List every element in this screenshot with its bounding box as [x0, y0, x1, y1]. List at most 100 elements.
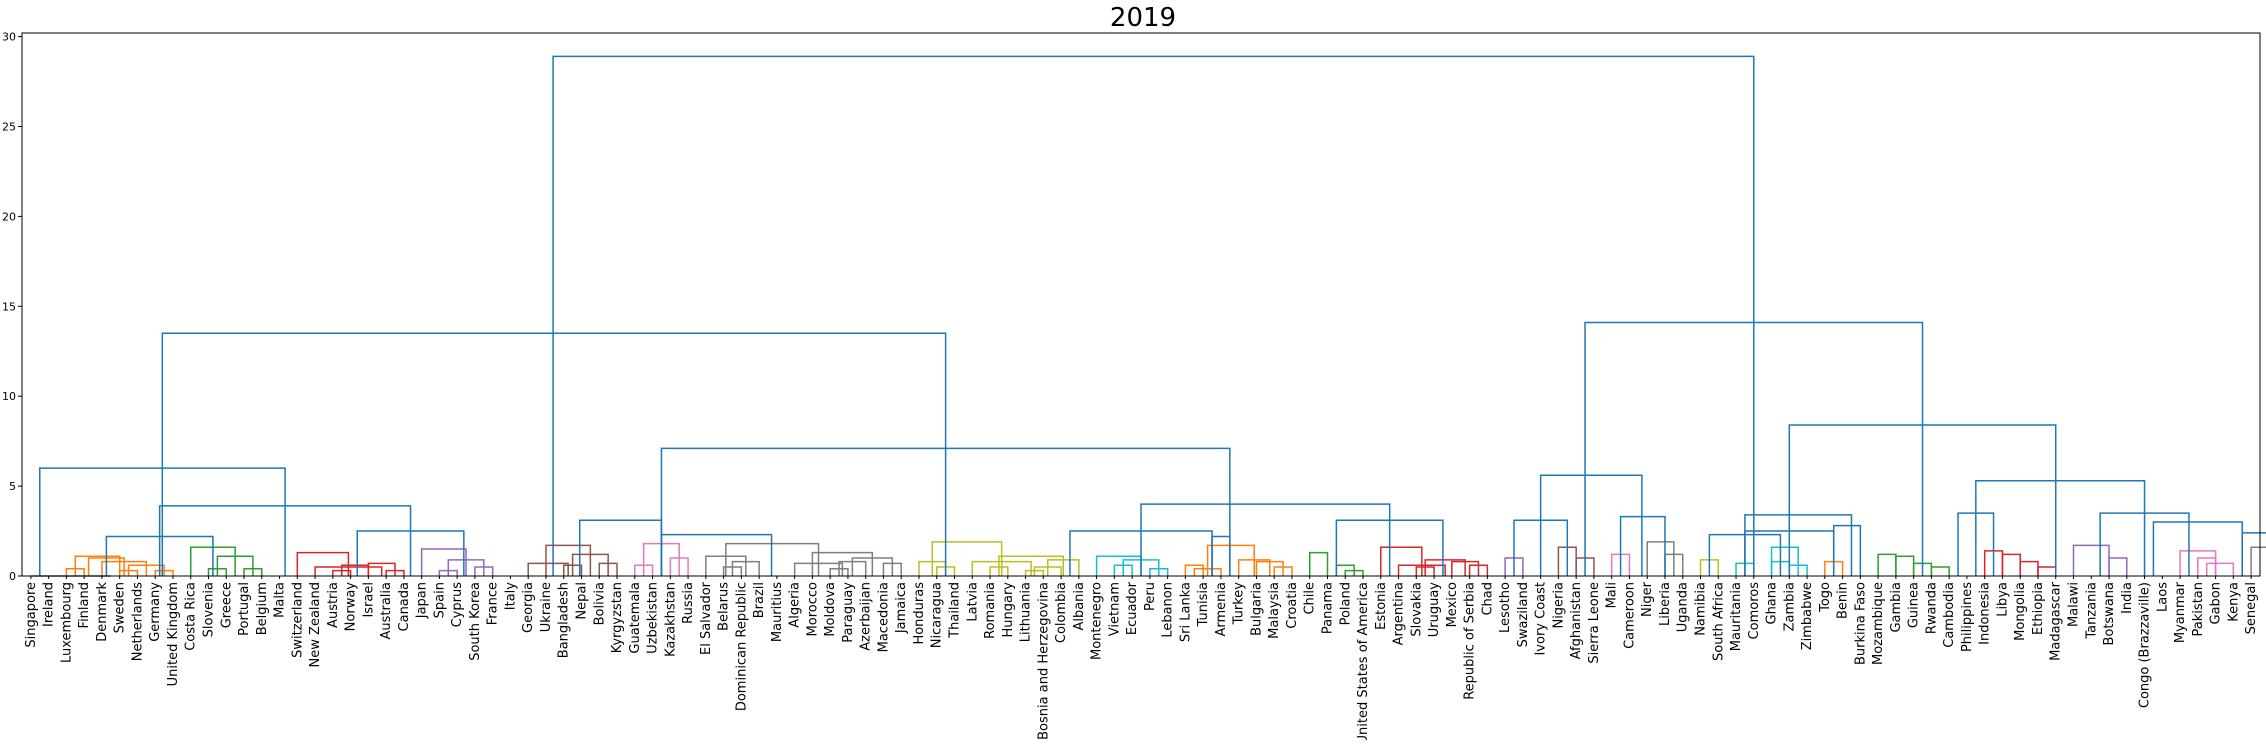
- leaf-label: Uganda: [1676, 582, 1691, 632]
- leaf-label: Republic of Serbia: [1463, 582, 1478, 700]
- leaf-label: Congo (Brazzaville): [2138, 582, 2153, 708]
- y-tick-label: 15: [2, 300, 16, 313]
- leaf-label: Sri Lanka: [1178, 582, 1193, 642]
- dendrogram-link: [296, 551, 350, 576]
- leaf-label: Rwanda: [1924, 582, 1939, 634]
- leaf-label: Denmark: [95, 582, 110, 642]
- leaf-label: Burkina Faso: [1853, 582, 1868, 665]
- leaf-label: Moldova: [823, 582, 838, 637]
- leaf-label: Gambia: [1889, 582, 1904, 633]
- leaf-label: Portugal: [237, 582, 252, 636]
- leaf-label: Macedonia: [876, 582, 891, 652]
- leaf-label: Armenia: [1214, 582, 1229, 637]
- leaf-label: Argentina: [1392, 582, 1407, 645]
- leaf-label: Senegal: [2244, 582, 2259, 634]
- dendrogram-link: [74, 555, 121, 576]
- leaf-label: Bangladesh: [557, 582, 572, 658]
- leaf-label: Guatemala: [628, 582, 643, 654]
- leaf-label: Laos: [2155, 582, 2170, 612]
- leaf-label: Poland: [1338, 582, 1353, 625]
- leaf-label: Luxembourg: [59, 582, 74, 663]
- leaf-label: Liberia: [1658, 582, 1673, 626]
- leaf-label: France: [486, 582, 501, 625]
- leaf-label: Latvia: [965, 582, 980, 622]
- leaf-label: Ireland: [42, 582, 57, 627]
- leaf-label: Slovakia: [1409, 582, 1424, 637]
- leaf-label: Singapore: [24, 582, 39, 648]
- leaf-label: Ukraine: [539, 582, 554, 632]
- dendrogram-link: [2197, 557, 2217, 576]
- leaf-label: India: [2120, 582, 2135, 614]
- leaf-label: Brazil: [752, 582, 767, 618]
- dendrogram-link: [161, 332, 947, 576]
- y-tick-label: 30: [2, 31, 16, 44]
- leaf-label: South Korea: [468, 582, 483, 661]
- dendrogram-links: [30, 55, 2266, 577]
- leaf-label: Afghanistan: [1569, 582, 1584, 659]
- leaf-label: United Kingdom: [166, 582, 181, 686]
- leaf-label: New Zealand: [308, 582, 323, 667]
- leaf-label: Sweden: [113, 582, 128, 633]
- leaf-label: Turkey: [1232, 582, 1247, 626]
- leaf-label: Hungary: [1001, 582, 1016, 638]
- leaf-label: South Africa: [1711, 582, 1726, 661]
- leaf-label: Croatia: [1285, 582, 1300, 629]
- leaf-label: United States of America: [1356, 582, 1371, 740]
- leaf-label: Ivory Coast: [1534, 582, 1549, 656]
- leaf-label: Costa Rica: [184, 582, 199, 651]
- leaf-label: Netherlands: [130, 582, 145, 661]
- leaf-label: Malawi: [2067, 582, 2082, 627]
- leaf-label: Togo: [1818, 582, 1833, 613]
- leaf-label: Indonesia: [1978, 582, 1993, 645]
- leaf-label: Belarus: [717, 582, 732, 631]
- leaf-label: Canada: [397, 582, 412, 631]
- dendrogram-link: [1619, 515, 1666, 576]
- leaf-label: Switzerland: [290, 582, 305, 658]
- y-tick-label: 5: [9, 480, 16, 493]
- leaf-label: Thailand: [948, 582, 963, 639]
- dendrogram-link: [2241, 532, 2266, 576]
- leaf-label: Lesotho: [1498, 582, 1513, 633]
- dendrogram-link: [998, 555, 1065, 576]
- dendrogram-link: [1930, 566, 1950, 576]
- dendrogram-link: [2205, 562, 2235, 576]
- leaf-label: Germany: [148, 582, 163, 642]
- leaf-label: Ecuador: [1125, 581, 1140, 635]
- dendrogram-link: [1832, 524, 1862, 576]
- leaf-label: Estonia: [1374, 582, 1389, 630]
- leaf-label: Nepal: [575, 582, 590, 620]
- leaf-label: Gabon: [2209, 582, 2224, 625]
- leaf-label: Bulgaria: [1249, 582, 1264, 636]
- leaf-label: Kenya: [2226, 582, 2241, 622]
- leaf-label: Mali: [1605, 582, 1620, 608]
- leaf-label: Bosnia and Herzegovina: [1036, 582, 1051, 740]
- leaf-label: Chad: [1480, 582, 1495, 616]
- leaf-label: Israel: [361, 582, 376, 618]
- leaf-label: Morocco: [805, 582, 820, 636]
- leaf-label: Romania: [983, 582, 998, 639]
- leaf-label: Mauritius: [770, 582, 785, 642]
- leaf-label: Albania: [1072, 582, 1087, 631]
- dendrogram-link: [1206, 544, 1255, 576]
- dendrogram-link: [367, 562, 396, 576]
- dendrogram-link: [1975, 479, 2146, 576]
- leaf-label: Malaysia: [1267, 582, 1282, 639]
- leaf-label: Myanmar: [2173, 581, 2188, 643]
- leaf-label: Mongolia: [2013, 582, 2028, 641]
- plot-frame: [21, 32, 2261, 577]
- leaf-label: Benin: [1836, 582, 1851, 619]
- leaf-label: Libya: [1995, 582, 2010, 617]
- leaf-label: Kazakhstan: [663, 582, 678, 657]
- dendrogram-link: [811, 551, 874, 576]
- leaf-label: Cameroon: [1622, 582, 1637, 649]
- leaf-label: Sierra Leone: [1587, 582, 1602, 664]
- leaf-label: Montenegro: [1090, 582, 1105, 660]
- dendrogram-link: [1380, 546, 1423, 576]
- leaf-label: Norway: [344, 582, 359, 632]
- leaf-label: Zambia: [1782, 582, 1797, 631]
- leaf-label: Cambodia: [1942, 582, 1957, 648]
- leaf-label: Italy: [503, 582, 518, 611]
- leaf-label: Mexico: [1445, 582, 1460, 627]
